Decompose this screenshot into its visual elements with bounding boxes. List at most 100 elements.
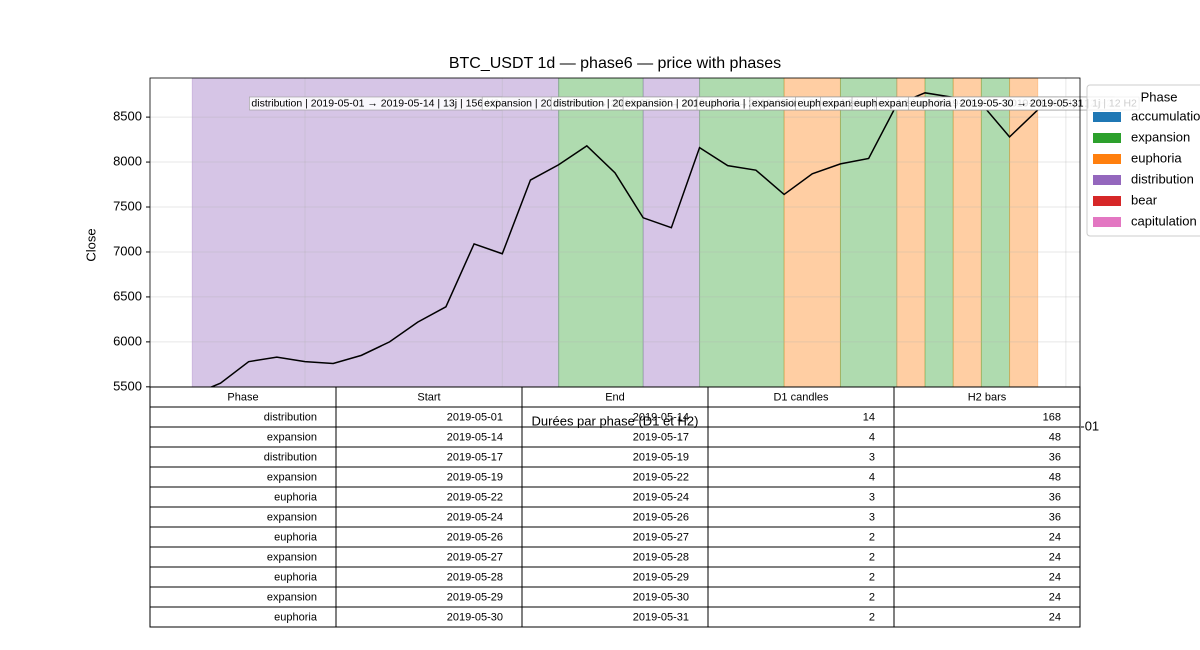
- y-tick-label: 8000: [113, 153, 142, 168]
- table-cell-text: 2019-05-29: [447, 591, 503, 603]
- legend-title: Phase: [1141, 89, 1178, 104]
- table-cell-text: 2: [869, 531, 875, 543]
- phase-span: [191, 78, 560, 412]
- y-tick-label: 6000: [113, 333, 142, 348]
- phase-span: [980, 78, 1011, 412]
- legend-swatch: [1093, 154, 1121, 164]
- phase-span: [642, 78, 701, 412]
- table-cell-text: 2: [869, 591, 875, 603]
- table-cell-text: 14: [863, 411, 875, 423]
- table-cell-text: 24: [1049, 531, 1061, 543]
- table-cell-text: expansion: [267, 511, 317, 523]
- legend-label: bear: [1131, 192, 1158, 207]
- table-cell-text: 3: [869, 491, 875, 503]
- table-cell: [707, 546, 895, 568]
- table-cell-text: expansion: [267, 591, 317, 603]
- y-tick-label: 6500: [113, 288, 142, 303]
- legend-swatch: [1093, 175, 1121, 185]
- table-cell: [707, 506, 895, 528]
- table-cell-text: 24: [1049, 611, 1061, 623]
- table-cell: [707, 606, 895, 628]
- plot-area: [150, 78, 1080, 412]
- table-cell-text: 48: [1049, 471, 1061, 483]
- table-cell-text: 2019-05-17: [633, 431, 689, 443]
- phase-span: [839, 78, 898, 412]
- chart-title: BTC_USDT 1d — phase6 — price with phases: [449, 55, 781, 72]
- table-cell-text: 2019-05-22: [633, 471, 689, 483]
- table-cell-text: 2019-05-30: [447, 611, 503, 623]
- table-cell-text: 2019-05-24: [447, 511, 503, 523]
- table-cell-text: 2019-05-31: [633, 611, 689, 623]
- table-cell-text: 36: [1049, 451, 1061, 463]
- annotation: distribution | 2019-05-01 → 2019-05-14 |…: [251, 97, 499, 109]
- table-cell-text: 2: [869, 611, 875, 623]
- table-header: Start: [417, 391, 440, 403]
- y-axis-label: Close: [83, 228, 98, 261]
- legend-label: distribution: [1131, 171, 1194, 186]
- phase-span: [952, 78, 982, 412]
- table-cell-text: 2019-05-22: [447, 491, 503, 503]
- table-header: Phase: [227, 391, 258, 403]
- table-title: Durées par phase (D1 et H2): [532, 413, 699, 428]
- table-header: End: [605, 391, 625, 403]
- y-tick-label: 5500: [113, 378, 142, 393]
- y-tick-label: 7000: [113, 243, 142, 258]
- table-cell: [707, 426, 895, 448]
- table-cell-text: 24: [1049, 551, 1061, 563]
- table-cell-text: distribution: [264, 411, 317, 423]
- phase-span: [1009, 78, 1039, 412]
- table-cell: [707, 446, 895, 468]
- phase-span: [896, 78, 926, 412]
- phase-span: [924, 78, 954, 412]
- table-cell-text: 2019-05-24: [633, 491, 689, 503]
- table-cell-text: euphoria: [274, 491, 318, 503]
- table-cell-text: 2019-05-14: [633, 411, 689, 423]
- table-cell-text: 24: [1049, 591, 1061, 603]
- table-cell-text: distribution: [264, 451, 317, 463]
- table-cell-text: 2019-05-26: [633, 511, 689, 523]
- y-tick-label: 8500: [113, 109, 142, 124]
- legend-label: capitulation: [1131, 213, 1197, 228]
- legend-swatch: [1093, 196, 1121, 206]
- table-cell-text: 2019-05-19: [447, 471, 503, 483]
- y-tick-label: 7500: [113, 198, 142, 213]
- table-cell-text: 168: [1043, 411, 1061, 423]
- table-cell: [707, 466, 895, 488]
- table-cell-text: 2019-05-17: [447, 451, 503, 463]
- table-cell-text: 36: [1049, 511, 1061, 523]
- table-cell-text: 2019-05-26: [447, 531, 503, 543]
- table-cell-text: 2019-05-27: [633, 531, 689, 543]
- table-cell: [707, 566, 895, 588]
- table-cell: [707, 486, 895, 508]
- table-cell-text: 3: [869, 511, 875, 523]
- table-cell-text: 2019-05-29: [633, 571, 689, 583]
- table-header: D1 candles: [773, 391, 829, 403]
- table-cell-text: expansion: [267, 431, 317, 443]
- table-cell: [893, 606, 1081, 628]
- table-cell-text: 4: [869, 471, 875, 483]
- table-cell: [707, 586, 895, 608]
- table-cell-text: 4: [869, 431, 875, 443]
- table-cell-text: 2: [869, 551, 875, 563]
- legend-label: expansion: [1131, 129, 1190, 144]
- legend-swatch: [1093, 217, 1121, 227]
- table-cell-text: 36: [1049, 491, 1061, 503]
- table-cell-text: expansion: [267, 551, 317, 563]
- table-cell: [707, 526, 895, 548]
- table-cell-text: 2019-05-27: [447, 551, 503, 563]
- legend-swatch: [1093, 133, 1121, 143]
- table-cell-text: euphoria: [274, 611, 318, 623]
- table-header: H2 bars: [968, 391, 1007, 403]
- table-cell-text: 2019-05-28: [633, 551, 689, 563]
- table-cell-text: 48: [1049, 431, 1061, 443]
- table-cell-text: 2019-05-19: [633, 451, 689, 463]
- table-cell-text: euphoria: [274, 531, 318, 543]
- table-cell-text: 2019-05-30: [633, 591, 689, 603]
- table-cell-text: expansion: [267, 471, 317, 483]
- table-cell-text: 3: [869, 451, 875, 463]
- legend-label: euphoria: [1131, 150, 1182, 165]
- table-cell-text: 2: [869, 571, 875, 583]
- table-cell-text: 24: [1049, 571, 1061, 583]
- table-cell-text: 2019-05-28: [447, 571, 503, 583]
